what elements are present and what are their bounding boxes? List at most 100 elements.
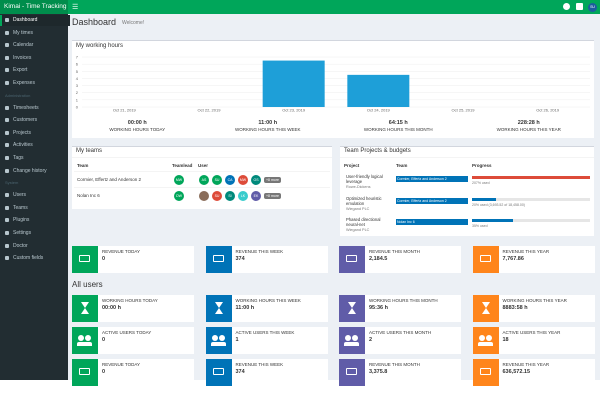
bar [262, 60, 325, 107]
users-icon [77, 342, 92, 346]
sidebar-item[interactable]: Settings [13, 230, 32, 236]
info-box-icon [205, 359, 232, 386]
working-hours-panel [72, 40, 594, 138]
info-box-value: 95:36 h [369, 305, 388, 311]
sidebar-icon [5, 243, 9, 248]
info-box-icon [472, 327, 499, 354]
sidebar-item[interactable]: Expenses [13, 80, 35, 86]
progress-track [472, 219, 590, 222]
users-icon [345, 335, 351, 341]
panel-title: My teams [76, 148, 103, 154]
sidebar [0, 14, 68, 380]
progress-bar [472, 176, 590, 179]
info-box-icon [205, 327, 232, 354]
brand-area [0, 0, 68, 14]
progress-label: 207% used [472, 181, 490, 185]
project-name: Optimized heuristic emulation [346, 195, 382, 206]
stat-label: WORKING HOURS THIS YEAR [496, 127, 561, 132]
info-box-value: 18 [502, 337, 509, 343]
sidebar-item[interactable]: Plugins [13, 217, 30, 224]
info-box-label: REVENUE TODAY [102, 362, 141, 367]
info-box-icon [339, 359, 365, 386]
info-box-icon [472, 246, 499, 273]
info-box-icon [72, 246, 98, 273]
sidebar-item[interactable]: Doctor [13, 242, 28, 249]
team-name: Cormier, Effertz and Anderson 2 [77, 177, 141, 182]
user-avatar[interactable]: SU [588, 3, 597, 12]
progress-label: 35% used [472, 224, 488, 228]
info-box-value: 1 [235, 337, 239, 343]
more-badge[interactable]: +8 more [264, 177, 281, 183]
row-divider [74, 171, 330, 172]
sidebar-item[interactable]: Change history [13, 167, 47, 174]
stat-value: 00:00 h [127, 120, 147, 126]
sidebar-item[interactable]: Tags [13, 155, 24, 161]
info-box-value: 0 [102, 337, 106, 343]
sidebar-item[interactable]: Customers [13, 117, 38, 124]
sidebar-icon [5, 156, 9, 160]
y-tick-label: 2 [76, 90, 79, 95]
brand[interactable]: Kimai - Time Tracking [4, 3, 67, 10]
avatar-image [199, 191, 209, 201]
menu-toggle[interactable]: ☰ [72, 4, 79, 11]
sidebar-item[interactable]: Export [13, 67, 28, 74]
info-box-value: 0 [102, 256, 106, 262]
progress-bar [472, 219, 514, 222]
sidebar-item[interactable]: Calendar [13, 42, 34, 49]
hourglass-icon [348, 302, 356, 314]
avatar: AS [199, 175, 209, 185]
sidebar-item[interactable]: Timesheets [13, 104, 39, 111]
timer-icon[interactable] [576, 3, 583, 10]
sidebar-item[interactable]: Activities [13, 142, 33, 149]
sidebar-icon [5, 256, 9, 261]
sidebar-item[interactable]: Projects [13, 129, 32, 136]
sidebar-item[interactable]: Dashboard [13, 17, 38, 23]
sidebar-icon [5, 43, 9, 48]
column-header: User [198, 163, 209, 168]
info-box-label: REVENUE THIS MONTH [369, 362, 420, 367]
more-badge[interactable]: +8 more [264, 193, 281, 199]
x-tick-label: Oct 23, 2019 [282, 108, 306, 113]
info-box-value: 2,184.5 [369, 256, 388, 262]
team-badge: Nolan Inc 6 [396, 219, 468, 225]
sidebar-icon [5, 30, 9, 35]
column-header: Team [396, 163, 408, 168]
stat-value: 64:15 h [388, 120, 408, 126]
info-box-label: ACTIVE USERS THIS YEAR [502, 330, 561, 335]
sidebar-icon [5, 130, 9, 135]
notification-icon[interactable] [563, 3, 570, 10]
users-icon [352, 335, 358, 341]
section-title: All users [72, 280, 103, 289]
info-box-label: REVENUE THIS WEEK [235, 249, 284, 254]
sidebar-item[interactable]: Custom fields [13, 255, 44, 262]
avatar: LK [238, 191, 248, 201]
avatar: SU [212, 175, 222, 185]
x-tick-label: Oct 26, 2019 [536, 108, 560, 113]
sidebar-item[interactable]: Users [13, 192, 27, 199]
info-box-value: 0 [102, 369, 106, 375]
info-box-value: 8883:58 h [502, 305, 528, 311]
users-icon [478, 335, 485, 341]
sidebar-item[interactable]: Teams [13, 204, 28, 211]
y-tick-label: 6 [76, 62, 79, 67]
project-name: User-friendly logical leverage [346, 174, 383, 184]
info-box-label: REVENUE THIS YEAR [502, 362, 550, 367]
sidebar-icon [5, 231, 9, 235]
page-subtitle: Welcome! [122, 20, 145, 26]
x-tick-label: Oct 21, 2019 [113, 108, 137, 113]
y-tick-label: 1 [76, 97, 79, 102]
divider [72, 157, 332, 158]
y-tick-label: 7 [76, 55, 79, 60]
sidebar-icon [5, 218, 9, 223]
y-tick-label: 5 [76, 69, 79, 74]
users-icon [211, 335, 218, 341]
sidebar-icon [5, 143, 9, 148]
sidebar-item[interactable]: Invoices [13, 54, 32, 61]
progress-bar [472, 197, 496, 201]
info-box-value: 11:00 h [235, 305, 255, 311]
money-icon [79, 255, 90, 262]
sidebar-item[interactable]: My times [13, 29, 33, 36]
row-divider [74, 187, 330, 188]
